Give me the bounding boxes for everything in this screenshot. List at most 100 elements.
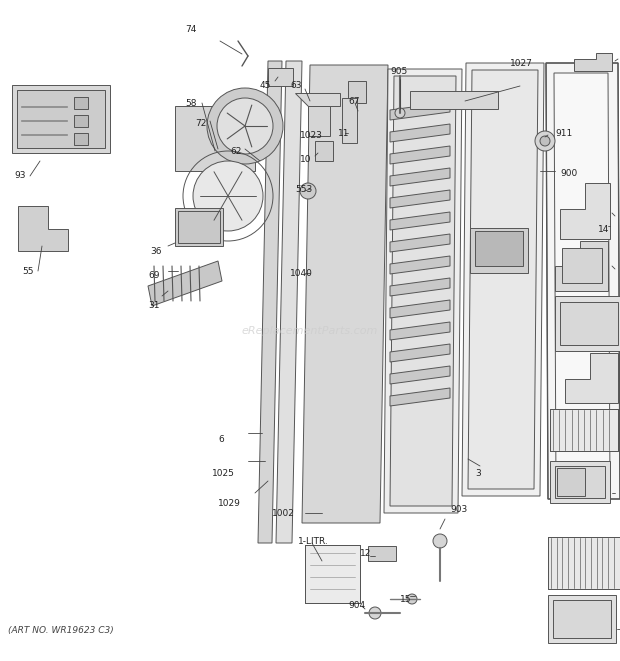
Text: 36: 36 [150,247,161,256]
Bar [74,133,88,145]
Text: 72: 72 [195,118,206,128]
Polygon shape [148,261,222,306]
Bar [368,546,396,561]
Bar [17,90,105,148]
Text: 10: 10 [300,155,311,163]
Bar [348,81,366,103]
Text: 12: 12 [360,549,371,557]
Polygon shape [390,212,450,230]
Text: 67: 67 [348,97,360,106]
Bar [308,106,330,136]
Text: 11: 11 [338,128,350,137]
Polygon shape [302,65,388,523]
Bar [175,106,255,171]
Bar [74,115,88,127]
Circle shape [433,534,447,548]
Bar [305,545,360,603]
Circle shape [300,183,316,199]
Polygon shape [390,234,450,252]
Polygon shape [390,256,450,274]
Polygon shape [462,63,544,496]
Text: 1023: 1023 [300,132,323,141]
Text: 1025: 1025 [212,469,235,477]
Text: 1040: 1040 [290,268,313,278]
Bar [342,98,357,143]
Polygon shape [554,73,610,489]
Circle shape [407,594,417,604]
Bar [550,409,618,451]
Text: 903: 903 [450,504,467,514]
Circle shape [193,161,263,231]
Bar [555,466,605,498]
Text: 1-LITR.: 1-LITR. [298,537,329,545]
Text: 911: 911 [555,128,572,137]
Circle shape [369,607,381,619]
Text: 74: 74 [185,24,197,34]
Bar [548,537,620,589]
Polygon shape [468,70,538,489]
Polygon shape [555,241,608,291]
Polygon shape [276,61,302,543]
Circle shape [217,98,273,154]
Polygon shape [390,146,450,164]
Circle shape [395,108,405,118]
Bar [475,231,523,266]
Polygon shape [390,344,450,362]
Polygon shape [574,53,612,71]
Text: 553: 553 [295,184,312,194]
Bar [562,248,602,283]
Polygon shape [565,353,618,403]
Bar [548,537,620,589]
Bar [305,545,360,603]
Text: eReplacementParts.com: eReplacementParts.com [242,326,378,336]
Polygon shape [390,366,450,384]
Text: (ART NO. WR19623 C3): (ART NO. WR19623 C3) [8,627,113,635]
Text: 3: 3 [475,469,480,477]
Polygon shape [390,76,456,506]
Text: 1029: 1029 [218,498,241,508]
Bar [410,91,498,109]
Circle shape [535,131,555,151]
Polygon shape [295,93,340,106]
Bar [555,296,620,351]
Polygon shape [390,388,450,406]
Bar [74,97,88,109]
Polygon shape [390,124,450,142]
Polygon shape [390,190,450,208]
Polygon shape [258,61,282,543]
Bar [560,302,618,345]
Text: 6: 6 [218,434,224,444]
Text: 45: 45 [260,81,272,91]
Text: 63: 63 [290,81,301,89]
Text: 1002: 1002 [272,508,295,518]
Polygon shape [390,278,450,296]
Polygon shape [390,102,450,120]
Bar [550,409,618,451]
Polygon shape [546,63,620,499]
Polygon shape [390,168,450,186]
Bar [12,85,110,153]
Polygon shape [390,322,450,340]
Text: 31: 31 [148,301,159,311]
Text: 15: 15 [400,594,412,603]
Text: 14: 14 [598,225,609,233]
Bar [178,211,220,243]
Bar [470,228,528,273]
Polygon shape [390,300,450,318]
Text: 62: 62 [230,147,241,155]
Bar [315,141,333,161]
Bar [548,595,616,643]
Polygon shape [384,69,462,513]
Bar [553,600,611,638]
Text: 93: 93 [14,171,25,180]
Text: 1027: 1027 [510,59,533,67]
Bar [550,461,610,503]
Text: 904: 904 [348,602,365,611]
Text: 900: 900 [560,169,577,178]
Text: 55: 55 [22,266,33,276]
Text: 905: 905 [390,67,407,75]
Circle shape [540,136,550,146]
Circle shape [207,88,283,164]
Text: 69: 69 [148,272,159,280]
Bar [175,208,223,246]
